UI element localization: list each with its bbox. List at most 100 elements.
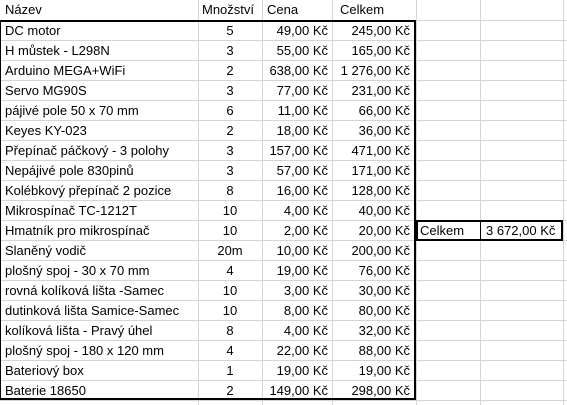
item-name-cell[interactable]: Bateriový box [5,363,84,378]
item-qty-cell[interactable]: 20m [217,243,243,258]
item-price-cell[interactable]: 19,00 Kč [276,363,328,378]
item-name-cell[interactable]: dutinková lišta Samice-Samec [5,303,180,318]
item-price-cell[interactable]: 2,00 Kč [283,223,328,238]
table-row: pájivé pole 50 x 70 mm 6 11,00 Kč 66,00 Kč [0,101,567,121]
item-price-cell[interactable]: 19,00 Kč [276,263,328,278]
item-total-cell[interactable]: 80,00 Kč [358,303,410,318]
item-total-cell[interactable]: 298,00 Kč [351,383,410,398]
item-total-cell[interactable]: 32,00 Kč [358,323,410,338]
gridline-horizontal [0,240,567,241]
item-price-cell[interactable]: 149,00 Kč [269,383,328,398]
item-qty-cell[interactable]: 10 [222,223,238,238]
item-qty-cell[interactable]: 3 [226,143,234,158]
item-name-cell[interactable]: rovná kolíková lišta -Samec [5,283,164,298]
item-name-cell[interactable]: Mikrospínač TC-1212T [5,203,137,218]
gridline-horizontal [0,260,567,261]
header-price-cell[interactable]: Cena [267,2,299,17]
item-name-cell[interactable]: Přepínač páčkový - 3 polohy [5,143,170,158]
item-name-cell[interactable]: Nepájivé pole 830pinů [5,163,134,178]
item-qty-cell[interactable]: 10 [222,303,238,318]
item-qty-cell[interactable]: 2 [226,63,234,78]
item-price-cell[interactable]: 3,00 Kč [283,283,328,298]
header-row: Název Množství Cena Celkem [0,0,567,20]
item-qty-cell[interactable]: 4 [226,343,234,358]
item-qty-cell[interactable]: 5 [226,23,234,38]
gridline-vertical [416,0,417,405]
header-qty-cell[interactable]: Množství [202,2,255,17]
item-price-cell[interactable]: 11,00 Kč [277,103,328,118]
summary-value-cell[interactable]: 3 672,00 Kč [486,223,556,238]
item-price-cell[interactable]: 77,00 Kč [276,83,328,98]
item-price-cell[interactable]: 55,00 Kč [276,43,328,58]
item-total-cell[interactable]: 76,00 Kč [358,263,410,278]
item-name-cell[interactable]: Keyes KY-023 [5,123,87,138]
item-qty-cell[interactable]: 4 [226,263,234,278]
item-total-cell[interactable]: 165,00 Kč [351,43,410,58]
item-total-cell[interactable]: 19,00 Kč [358,363,410,378]
item-price-cell[interactable]: 8,00 Kč [283,303,328,318]
item-total-cell[interactable]: 471,00 Kč [351,143,410,158]
item-name-cell[interactable]: Baterie 18650 [5,383,86,398]
item-total-cell[interactable]: 200,00 Kč [351,243,410,258]
item-qty-cell[interactable]: 8 [226,183,234,198]
item-name-cell[interactable]: Hmatník pro mikrospínač [5,223,150,238]
table-row: Slaněný vodič 20m 10,00 Kč 200,00 Kč [0,241,567,261]
item-price-cell[interactable]: 57,00 Kč [276,163,328,178]
item-name-cell[interactable]: plošný spoj - 30 x 70 mm [5,263,150,278]
item-total-cell[interactable]: 36,00 Kč [358,123,410,138]
item-qty-cell[interactable]: 3 [226,83,234,98]
item-total-cell[interactable]: 20,00 Kč [358,223,410,238]
table-row: Arduino MEGA+WiFi 2 638,00 Kč 1 276,00 Kč [0,61,567,81]
item-total-cell[interactable]: 66,00 Kč [358,103,410,118]
item-total-cell[interactable]: 128,00 Kč [351,183,410,198]
item-name-cell[interactable]: DC motor [5,23,61,38]
gridline-horizontal [0,200,567,201]
gridline-horizontal [0,100,567,101]
item-name-cell[interactable]: Arduino MEGA+WiFi [5,63,126,78]
item-qty-cell[interactable]: 2 [226,123,234,138]
item-name-cell[interactable]: Slaněný vodič [5,243,86,258]
item-total-cell[interactable]: 30,00 Kč [358,283,410,298]
table-row: rovná kolíková lišta -Samec 10 3,00 Kč 30,0… [0,281,567,301]
item-qty-cell[interactable]: 10 [222,283,238,298]
item-price-cell[interactable]: 22,00 Kč [276,343,328,358]
item-total-cell[interactable]: 231,00 Kč [351,83,410,98]
item-qty-cell[interactable]: 10 [222,203,238,218]
item-name-cell[interactable]: plošný spoj - 180 x 120 mm [5,343,164,358]
item-name-cell[interactable]: kolíková lišta - Pravý úhel [5,323,153,338]
item-price-cell[interactable]: 16,00 Kč [276,183,328,198]
item-qty-cell[interactable]: 3 [226,43,234,58]
item-name-cell[interactable]: Kolébkový přepínač 2 pozice [5,183,172,198]
item-total-cell[interactable]: 1 276,00 Kč [340,63,410,78]
item-qty-cell[interactable]: 3 [226,163,234,178]
item-price-cell[interactable]: 4,00 Kč [283,323,328,338]
header-name-cell[interactable]: Název [5,2,42,17]
item-price-cell[interactable]: 49,00 Kč [276,23,328,38]
gridline-horizontal [0,40,567,41]
item-price-cell[interactable]: 638,00 Kč [269,63,328,78]
item-total-cell[interactable]: 40,00 Kč [358,203,410,218]
gridline-horizontal [0,400,567,401]
gridline-horizontal [0,380,567,381]
item-total-cell[interactable]: 88,00 Kč [358,343,410,358]
gridline-horizontal [0,120,567,121]
item-price-cell[interactable]: 18,00 Kč [276,123,328,138]
item-name-cell[interactable]: pájivé pole 50 x 70 mm [5,103,139,118]
gridline-horizontal [0,300,567,301]
gridline-vertical [198,0,199,405]
table-border [0,20,416,400]
item-total-cell[interactable]: 171,00 Kč [351,163,410,178]
header-total-cell[interactable]: Celkem [340,2,385,17]
item-qty-cell[interactable]: 8 [226,323,234,338]
item-qty-cell[interactable]: 6 [226,103,234,118]
item-total-cell[interactable]: 245,00 Kč [351,23,410,38]
summary-label-cell[interactable]: Celkem [420,223,465,238]
item-name-cell[interactable]: Servo MG90S [5,83,87,98]
item-name-cell[interactable]: H můstek - L298N [5,43,110,58]
item-price-cell[interactable]: 157,00 Kč [269,143,328,158]
item-qty-cell[interactable]: 2 [226,383,234,398]
item-price-cell[interactable]: 10,00 Kč [276,243,328,258]
item-price-cell[interactable]: 4,00 Kč [283,203,328,218]
item-qty-cell[interactable]: 1 [226,363,234,378]
